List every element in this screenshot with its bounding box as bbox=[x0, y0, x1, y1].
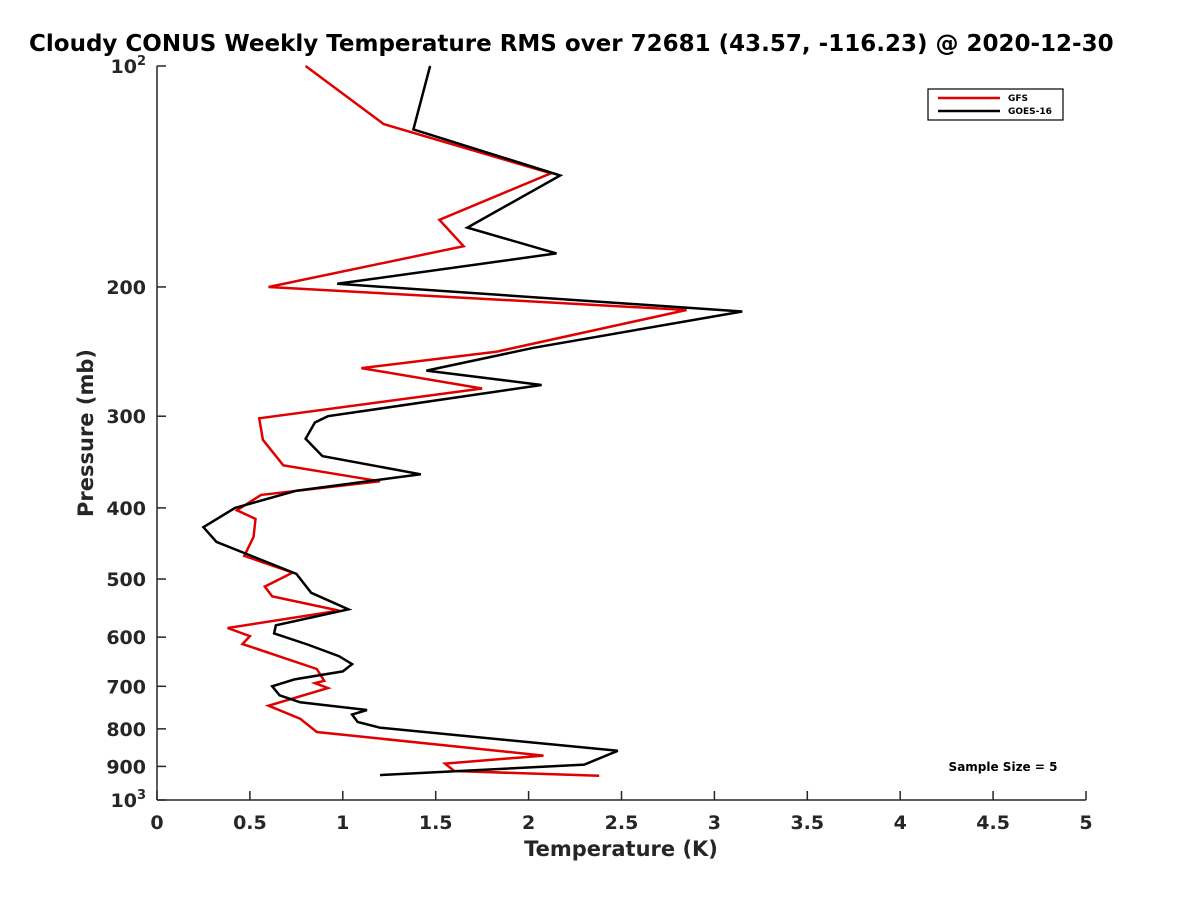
x-tick-label: 1.5 bbox=[419, 812, 453, 834]
x-axis-label: Temperature (K) bbox=[524, 837, 718, 861]
x-tick-label: 2.5 bbox=[605, 812, 639, 834]
x-tick-label: 0 bbox=[150, 812, 163, 834]
sample-size-annotation: Sample Size = 5 bbox=[949, 760, 1058, 774]
axes: 0 0.5 1 1.5 2 2.5 3 3.5 4 4.5 5 102 200 300 400 500 600 7… bbox=[106, 54, 1092, 834]
y-tick-label: 200 bbox=[106, 277, 146, 299]
legend-label-gfs: GFS bbox=[1008, 94, 1028, 104]
legend-box bbox=[927, 88, 1064, 121]
y-tick-label: 500 bbox=[106, 569, 146, 591]
plot-area bbox=[201, 64, 743, 778]
x-tick-label: 3 bbox=[708, 812, 721, 834]
x-tick-label: 2 bbox=[522, 812, 535, 834]
y-tick-label: 400 bbox=[106, 498, 146, 520]
x-tick-label: 4.5 bbox=[976, 812, 1010, 834]
series-line-gfs bbox=[227, 64, 687, 778]
legend-label-goes16: GOES-16 bbox=[1008, 107, 1052, 117]
x-tick-label: 5 bbox=[1079, 812, 1092, 834]
y-axis-label: Pressure (mb) bbox=[74, 349, 98, 517]
y-tick-label: 900 bbox=[106, 756, 146, 778]
x-tick-label: 4 bbox=[894, 812, 907, 834]
y-tick-label: 103 bbox=[111, 788, 147, 812]
x-tick-label: 3.5 bbox=[790, 812, 824, 834]
legend: GFS GOES-16 bbox=[927, 88, 1064, 121]
y-tick-label: 600 bbox=[106, 627, 146, 649]
chart-title: Cloudy CONUS Weekly Temperature RMS over… bbox=[29, 31, 1114, 57]
y-tick-label: 800 bbox=[106, 719, 146, 741]
y-tick-label: 700 bbox=[106, 676, 146, 698]
y-tick-label: 300 bbox=[106, 406, 146, 428]
y-tick-label: 102 bbox=[111, 54, 147, 78]
x-tick-label: 1 bbox=[336, 812, 349, 834]
x-tick-label: 0.5 bbox=[233, 812, 267, 834]
series-line-goes16 bbox=[201, 65, 743, 777]
